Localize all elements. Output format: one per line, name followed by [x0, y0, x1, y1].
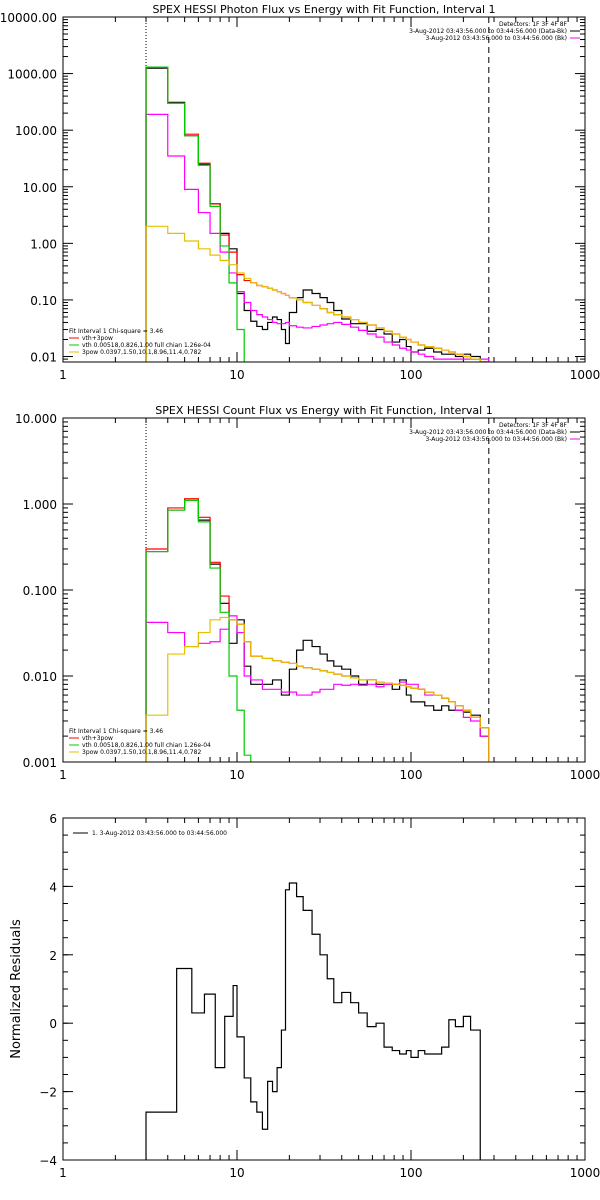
x-tick-label: 100: [400, 1166, 423, 1180]
y-tick-label: 4: [49, 880, 57, 894]
x-tick-label: 10: [229, 768, 244, 782]
x-tick-label: 1000: [570, 368, 600, 382]
series-line: [145, 499, 252, 762]
x-tick-label: 100: [400, 368, 423, 382]
x-tick-label: 1: [59, 1166, 67, 1180]
legend-entry: Fit Interval 1 Chi-square = 3.46: [69, 728, 163, 735]
count-flux-panel: SPEX HESSI Count Flux vs Energy with Fit…: [15, 404, 600, 782]
y-tick-label: 0.10: [30, 294, 57, 308]
legend-entry: 3-Aug-2012 03:43:56.000 to 03:44:56.000 …: [425, 436, 567, 443]
y-tick-label: 0: [49, 1017, 57, 1031]
legend-entry: 3-Aug-2012 03:43:56.000 to 03:44:56.000 …: [409, 429, 567, 436]
legend-entry: 3pow 0.0397,1.50,10.1,8.96,11.4,0.782: [82, 349, 201, 356]
legend-entry: vth 0.00518,0.826,1.00 full chian 1.26e-…: [82, 342, 211, 349]
plot-frame: [62, 417, 586, 763]
legend-entry: 1. 3-Aug-2012 03:43:56.000 to 03:44:56.0…: [92, 830, 227, 837]
y-tick-label: 1000.00: [7, 68, 57, 82]
legend-entry: 3-Aug-2012 03:43:56.000 to 03:44:56.000 …: [425, 35, 567, 42]
legend-entry: 3pow 0.0397,1.50,10.1,8.96,11.4,0.782: [82, 749, 201, 756]
x-tick-label: 1: [59, 368, 67, 382]
y-tick-label: 1.00: [30, 237, 57, 251]
series-line: [145, 882, 481, 1160]
legend-entry: Fit Interval 1 Chi-square = 3.46: [69, 328, 163, 335]
x-tick-label: 1000: [570, 768, 600, 782]
y-tick-label: 0.100: [23, 584, 57, 598]
series-line: [145, 113, 490, 362]
series-line: [145, 499, 490, 762]
y-tick-label: 0.001: [23, 756, 57, 770]
series-line: [145, 67, 489, 362]
series-line: [145, 225, 489, 362]
series-line: [145, 66, 489, 362]
residuals-panel: 1 10 100 1000 −4 −2 0 2 4 6 Normalized Residuals 1.…: [9, 812, 600, 1180]
y-tick-label: 10.00: [23, 181, 57, 195]
legend-entry: Detectors: 1F 3F 4F 8F: [499, 21, 568, 28]
x-tick-label: 10: [229, 368, 244, 382]
series-line: [145, 66, 258, 362]
series-group: [145, 882, 481, 1160]
x-tick-label: 100: [400, 768, 423, 782]
y-axis-label: Normalized Residuals: [9, 919, 24, 1059]
chart-title: SPEX HESSI Photon Flux vs Energy with Fi…: [152, 3, 495, 16]
chart-title: SPEX HESSI Count Flux vs Energy with Fit…: [155, 404, 492, 417]
y-tick-label: 10000.00: [0, 11, 57, 25]
series-group: [145, 66, 490, 362]
y-tick-label: −2: [39, 1086, 57, 1100]
y-tick-label: 0.010: [23, 670, 57, 684]
legend-entry: Detectors: 1F 3F 4F 8F: [499, 422, 568, 429]
y-tick-label: −4: [39, 1154, 57, 1168]
legend-entry: vth+3pow: [82, 335, 113, 342]
legend-entry: vth 0.00518,0.826,1.00 full chian 1.26e-…: [82, 742, 211, 749]
plot-frame: [62, 817, 586, 1161]
x-tick-label: 10: [229, 1166, 244, 1180]
series-line: [145, 615, 490, 762]
plot-frame: [62, 16, 586, 363]
y-tick-label: 2: [49, 949, 57, 963]
legend-entry: 3-Aug-2012 03:43:56.000 to 03:44:56.000 …: [409, 28, 567, 35]
y-tick-label: 6: [49, 812, 57, 826]
x-tick-label: 1: [59, 768, 67, 782]
series-line: [145, 498, 490, 762]
x-tick-label: 1000: [570, 1166, 600, 1180]
y-tick-label: 10.000: [15, 412, 57, 426]
y-tick-label: 1.000: [23, 498, 57, 512]
photon-flux-panel: SPEX HESSI Photon Flux vs Energy with Fi…: [0, 3, 600, 382]
series-line: [145, 616, 490, 762]
legend-entry: vth+3pow: [82, 735, 113, 742]
y-tick-label: 0.01: [30, 351, 57, 365]
y-tick-label: 100.00: [15, 124, 57, 138]
series-group: [145, 498, 490, 762]
